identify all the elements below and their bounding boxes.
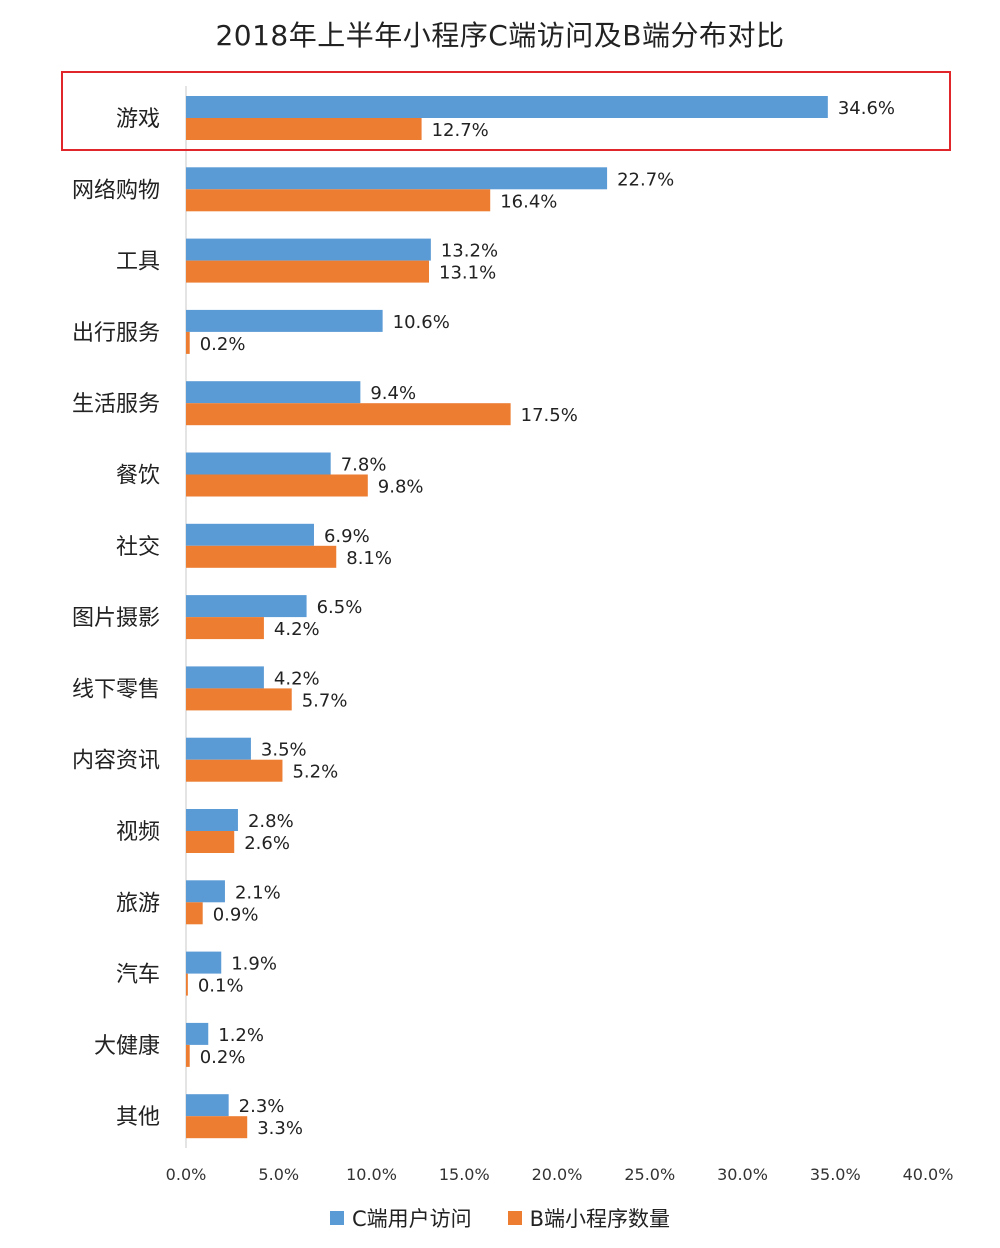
x-tick-label: 30.0%	[717, 1165, 768, 1184]
bar-c	[186, 167, 608, 190]
bar-c	[186, 381, 361, 404]
data-label: 0.2%	[200, 1047, 246, 1068]
data-label: 12.7%	[432, 120, 489, 141]
x-tick-label: 15.0%	[439, 1165, 490, 1184]
category-label: 线下零售	[72, 677, 160, 702]
data-label: 4.2%	[274, 619, 320, 640]
bar-b	[186, 331, 190, 354]
category-label: 视频	[116, 820, 160, 845]
data-label: 10.6%	[393, 312, 450, 333]
x-tick-label: 20.0%	[532, 1165, 583, 1184]
data-label: 9.4%	[370, 383, 416, 404]
bar-b	[186, 973, 188, 996]
highlight-box	[61, 71, 951, 151]
x-tick-label: 5.0%	[258, 1165, 299, 1184]
data-label: 5.7%	[302, 690, 348, 711]
bar-b	[186, 902, 203, 925]
category-label: 内容资讯	[72, 749, 160, 774]
x-tick-label: 40.0%	[903, 1165, 954, 1184]
legend-item-b: B端小程序数量	[507, 1203, 671, 1233]
bar-b	[186, 545, 337, 568]
category-label: 图片摄影	[72, 606, 160, 631]
data-label: 0.2%	[200, 334, 246, 355]
bar-b	[186, 831, 235, 853]
data-label: 8.1%	[346, 548, 392, 569]
category-label: 生活服务	[72, 392, 160, 417]
bar-c	[186, 880, 225, 903]
data-label: 2.6%	[244, 833, 290, 854]
legend-swatch-c	[329, 1211, 344, 1225]
data-label: 1.9%	[231, 954, 277, 975]
bar-c	[186, 951, 222, 974]
data-label: 2.1%	[235, 882, 281, 903]
data-label: 3.5%	[261, 740, 307, 761]
data-label: 2.3%	[239, 1096, 285, 1117]
bar-c	[186, 309, 383, 332]
x-tick-label: 0.0%	[166, 1165, 207, 1184]
bar-c	[186, 809, 238, 831]
legend-label-c: C端用户访问	[351, 1207, 472, 1231]
data-label: 9.8%	[378, 477, 424, 498]
category-label: 工具	[116, 250, 160, 275]
data-label: 0.9%	[213, 904, 259, 925]
data-label: 13.1%	[439, 263, 496, 284]
bar-b	[186, 260, 430, 283]
data-label: 2.8%	[248, 811, 294, 832]
data-label: 17.5%	[521, 405, 578, 426]
data-label: 16.4%	[500, 191, 557, 212]
bar-b	[186, 189, 491, 212]
bar-c	[186, 96, 828, 118]
x-tick-label: 25.0%	[624, 1165, 675, 1184]
bar-c	[186, 452, 331, 475]
data-label: 3.3%	[257, 1118, 303, 1139]
bar-c	[186, 238, 431, 261]
bar-b	[186, 1116, 248, 1139]
category-label: 出行服务	[72, 321, 160, 346]
category-label: 旅游	[116, 891, 160, 916]
bar-b	[186, 759, 283, 782]
legend-item-c: C端用户访问	[329, 1203, 472, 1233]
bar-b	[186, 688, 292, 711]
data-label: 5.2%	[292, 762, 338, 783]
legend-label-b: B端小程序数量	[529, 1207, 671, 1231]
data-label: 7.8%	[341, 455, 387, 476]
bar-b	[186, 403, 511, 426]
data-label: 13.2%	[441, 241, 498, 262]
data-label: 0.1%	[198, 976, 244, 997]
data-label: 6.9%	[324, 526, 370, 547]
bar-c	[186, 1022, 209, 1045]
category-label: 其他	[116, 1105, 160, 1130]
x-tick-label: 10.0%	[346, 1165, 397, 1184]
chart-title: 2018年上半年小程序C端访问及B端分布对比	[215, 19, 785, 52]
bar-b	[186, 118, 422, 140]
data-label: 34.6%	[838, 98, 895, 119]
bar-c	[186, 595, 307, 618]
data-label: 1.2%	[218, 1025, 264, 1046]
category-label: 大健康	[94, 1034, 160, 1059]
category-label: 餐饮	[116, 464, 160, 489]
data-label: 6.5%	[317, 597, 363, 618]
category-label: 汽车	[116, 963, 160, 988]
legend: C端用户访问 B端小程序数量	[0, 1203, 1000, 1233]
bar-c	[186, 523, 314, 546]
legend-swatch-b	[507, 1211, 522, 1225]
bar-b	[186, 1044, 190, 1067]
data-label: 22.7%	[617, 169, 674, 190]
bar-b	[186, 617, 264, 640]
category-label: 游戏	[116, 107, 160, 132]
bar-c	[186, 666, 264, 689]
bar-c	[186, 737, 251, 760]
x-tick-label: 35.0%	[810, 1165, 861, 1184]
category-label: 社交	[116, 535, 160, 560]
data-label: 4.2%	[274, 668, 320, 689]
category-label: 网络购物	[72, 178, 160, 203]
bar-c	[186, 1094, 229, 1117]
bar-b	[186, 474, 368, 497]
